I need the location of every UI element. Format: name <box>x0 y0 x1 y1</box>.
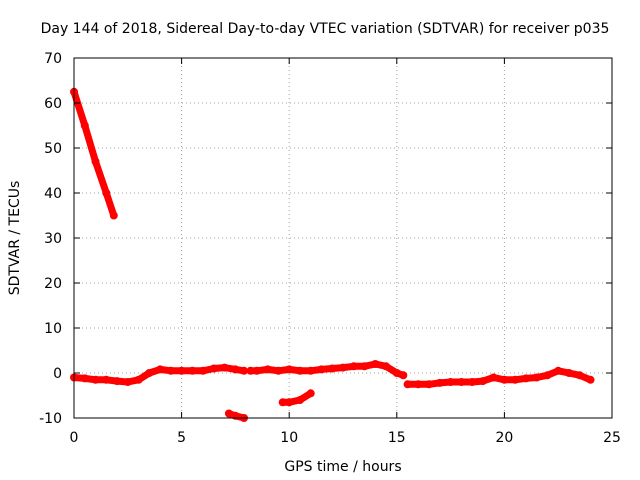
x-tick-label: 0 <box>70 430 79 446</box>
x-tick-label: 15 <box>388 430 406 446</box>
data-point <box>91 375 100 384</box>
data-point <box>414 380 423 389</box>
data-point <box>231 365 240 374</box>
data-point <box>123 378 132 386</box>
data-point <box>209 364 218 373</box>
y-tick-label: 70 <box>44 51 62 67</box>
data-point <box>102 189 111 197</box>
data-point <box>188 366 197 375</box>
data-point <box>199 366 208 375</box>
y-tick-label: 40 <box>44 186 62 202</box>
data-point <box>278 398 287 407</box>
data-point <box>109 211 118 220</box>
data-point <box>328 364 337 373</box>
data-point <box>382 362 390 371</box>
data-point <box>156 365 165 374</box>
data-point <box>360 362 369 371</box>
y-tick-label: 20 <box>44 276 62 292</box>
data-point <box>532 373 541 382</box>
data-point <box>177 366 186 375</box>
y-tick-label: 10 <box>44 321 62 337</box>
data-point <box>478 377 487 386</box>
data-point <box>113 377 121 386</box>
x-tick-label: 25 <box>603 430 621 446</box>
data-point <box>220 363 229 372</box>
data-point <box>145 369 154 377</box>
x-axis-label: GPS time / hours <box>284 459 401 475</box>
data-point <box>575 371 584 380</box>
data-point <box>543 371 552 380</box>
chart-title: Day 144 of 2018, Sidereal Day-to-day VTE… <box>41 21 610 37</box>
data-series <box>70 87 595 422</box>
data-point <box>317 365 326 374</box>
data-point <box>102 375 111 384</box>
data-point <box>231 411 240 420</box>
y-tick-label: 0 <box>53 366 62 382</box>
data-point <box>166 366 175 375</box>
y-tick-labels: -10 0 10 20 30 40 50 60 70 <box>39 51 62 427</box>
y-tick-label: 30 <box>44 231 62 247</box>
data-point <box>134 375 143 384</box>
y-tick-label: 50 <box>44 141 62 157</box>
y-tick-label: -10 <box>39 411 62 427</box>
data-point <box>91 157 100 166</box>
y-tick-label: 60 <box>44 96 62 112</box>
data-point <box>80 121 89 130</box>
data-point <box>306 389 315 398</box>
data-point <box>246 366 255 375</box>
data-point <box>339 363 347 372</box>
data-point <box>240 366 248 375</box>
data-point <box>457 378 466 386</box>
data-point <box>392 369 401 377</box>
data-point <box>489 373 498 382</box>
data-point <box>285 398 294 407</box>
series-line-segment-4 <box>404 367 594 388</box>
y-axis-label: SDTVAR / TECUs <box>7 181 23 296</box>
data-point <box>306 366 315 375</box>
x-tick-label: 20 <box>495 430 513 446</box>
x-tick-labels: 0 5 10 15 20 25 <box>70 430 621 446</box>
data-point <box>80 374 89 383</box>
data-point <box>446 378 455 386</box>
data-point <box>224 409 233 418</box>
data-point <box>403 380 412 389</box>
data-point <box>252 366 261 375</box>
data-point <box>296 396 304 404</box>
data-point <box>468 378 477 386</box>
data-point <box>285 365 294 374</box>
axis-ticks <box>73 57 613 419</box>
data-point <box>349 362 358 371</box>
grid-lines <box>74 58 612 418</box>
data-point <box>274 366 283 375</box>
x-tick-label: 5 <box>177 430 186 446</box>
data-point <box>565 369 573 377</box>
data-point <box>296 366 304 375</box>
data-point <box>435 378 444 387</box>
data-point <box>586 375 595 384</box>
data-point <box>263 365 272 374</box>
x-tick-label: 10 <box>280 430 298 446</box>
data-point <box>554 366 563 375</box>
data-point <box>425 380 434 389</box>
series-line-segment-1 <box>70 88 118 219</box>
data-point <box>500 375 509 384</box>
data-point <box>521 374 530 383</box>
data-point <box>371 360 380 368</box>
data-point <box>399 371 408 380</box>
data-point <box>511 375 520 384</box>
series-line-segment-3 <box>247 360 407 379</box>
